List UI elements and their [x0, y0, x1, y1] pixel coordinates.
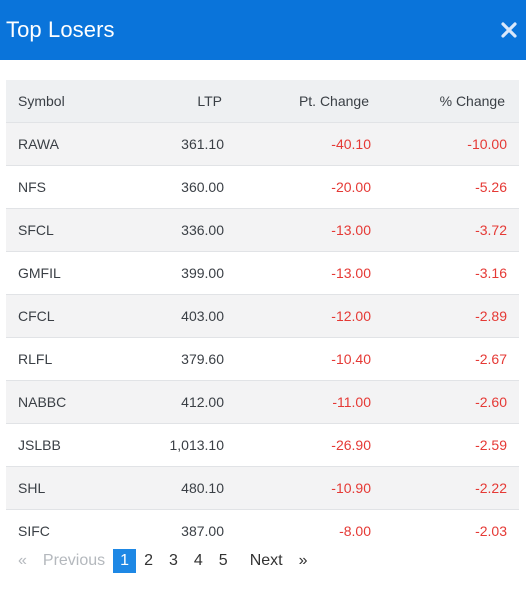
symbol-cell[interactable]: NABBC [18, 393, 67, 410]
ltp-cell: 403.00 [181, 307, 224, 324]
pt-change-cell: -26.90 [331, 436, 371, 453]
ltp-cell: 360.00 [181, 178, 224, 195]
symbol-cell[interactable]: RLFL [18, 350, 53, 367]
pt-change-cell: -40.10 [331, 135, 371, 152]
pct-change-cell: -5.26 [475, 178, 507, 195]
table-row[interactable]: GMFIL 399.00 -13.00 -3.16 [6, 251, 519, 294]
ltp-cell: 387.00 [181, 522, 224, 539]
table-row[interactable]: NFS 360.00 -20.00 -5.26 [6, 165, 519, 208]
pt-change-cell: -10.90 [331, 479, 371, 496]
table-row[interactable]: SFCL 336.00 -13.00 -3.72 [6, 208, 519, 251]
page-button-3[interactable]: 3 [168, 552, 178, 569]
column-header-symbol[interactable]: Symbol [18, 92, 65, 109]
pct-change-cell: -3.16 [475, 264, 507, 281]
close-button[interactable] [498, 19, 520, 41]
page-button-4[interactable]: 4 [193, 552, 203, 569]
modal-header: Top Losers [0, 0, 526, 60]
table-row[interactable]: NABBC 412.00 -11.00 -2.60 [6, 380, 519, 423]
pct-change-cell: -2.59 [475, 436, 507, 453]
symbol-cell[interactable]: SIFC [18, 522, 50, 539]
pct-change-cell: -2.89 [475, 307, 507, 324]
pct-change-cell: -2.60 [475, 393, 507, 410]
pt-change-cell: -13.00 [331, 264, 371, 281]
table-header-row: Symbol LTP Pt. Change % Change [6, 80, 519, 122]
table-body: RAWA 361.10 -40.10 -10.00 NFS 360.00 -20… [6, 122, 519, 552]
ltp-cell: 399.00 [181, 264, 224, 281]
page-button-1[interactable]: 1 [113, 549, 137, 573]
pt-change-cell: -8.00 [339, 522, 371, 539]
symbol-cell[interactable]: CFCL [18, 307, 55, 324]
table-row[interactable]: SHL 480.10 -10.90 -2.22 [6, 466, 519, 509]
column-header-pt-change[interactable]: Pt. Change [298, 92, 369, 109]
page-button-5[interactable]: 5 [218, 552, 228, 569]
pt-change-cell: -13.00 [331, 221, 371, 238]
symbol-cell[interactable]: SHL [18, 479, 46, 496]
first-page-button[interactable]: « [18, 552, 27, 569]
pct-change-cell: -2.22 [475, 479, 507, 496]
pt-change-cell: -10.40 [331, 350, 371, 367]
column-header-ltp[interactable]: LTP [197, 92, 222, 109]
ltp-cell: 379.60 [181, 350, 224, 367]
losers-table: Symbol LTP Pt. Change % Change RAWA 361.… [6, 80, 519, 552]
ltp-cell: 412.00 [181, 393, 224, 410]
table-header: Symbol LTP Pt. Change % Change [6, 80, 519, 122]
ltp-cell: 1,013.10 [169, 436, 225, 453]
last-page-button[interactable]: » [298, 552, 308, 569]
table-row[interactable]: JSLBB 1,013.10 -26.90 -2.59 [6, 423, 519, 466]
pt-change-cell: -11.00 [332, 393, 371, 410]
close-icon [501, 22, 517, 38]
symbol-cell[interactable]: SFCL [18, 221, 54, 238]
table-row[interactable]: SIFC 387.00 -8.00 -2.03 [6, 509, 519, 552]
pct-change-cell: -2.67 [475, 350, 507, 367]
next-page-button[interactable]: Next [249, 552, 283, 569]
column-header-pct-change[interactable]: % Change [439, 92, 505, 109]
page-button-2[interactable]: 2 [144, 552, 153, 569]
table-row[interactable]: CFCL 403.00 -12.00 -2.89 [6, 294, 519, 337]
ltp-cell: 336.00 [181, 221, 224, 238]
pct-change-cell: -2.03 [475, 522, 507, 539]
symbol-cell[interactable]: GMFIL [18, 264, 61, 281]
ltp-cell: 361.10 [181, 135, 224, 152]
ltp-cell: 480.10 [181, 479, 224, 496]
pct-change-cell: -3.72 [475, 221, 507, 238]
losers-table-container: Symbol LTP Pt. Change % Change RAWA 361.… [6, 80, 519, 552]
pt-change-cell: -12.00 [331, 307, 371, 324]
previous-page-button[interactable]: Previous [42, 552, 106, 569]
symbol-cell[interactable]: RAWA [18, 135, 59, 152]
symbol-cell[interactable]: JSLBB [18, 436, 61, 453]
pagination: « Previous 1 2 3 4 5 Next » [10, 548, 316, 574]
pct-change-cell: -10.00 [467, 135, 507, 152]
table-row[interactable]: RLFL 379.60 -10.40 -2.67 [6, 337, 519, 380]
symbol-cell[interactable]: NFS [18, 178, 46, 195]
pt-change-cell: -20.00 [331, 178, 371, 195]
table-row[interactable]: RAWA 361.10 -40.10 -10.00 [6, 122, 519, 165]
modal-title: Top Losers [6, 17, 115, 42]
